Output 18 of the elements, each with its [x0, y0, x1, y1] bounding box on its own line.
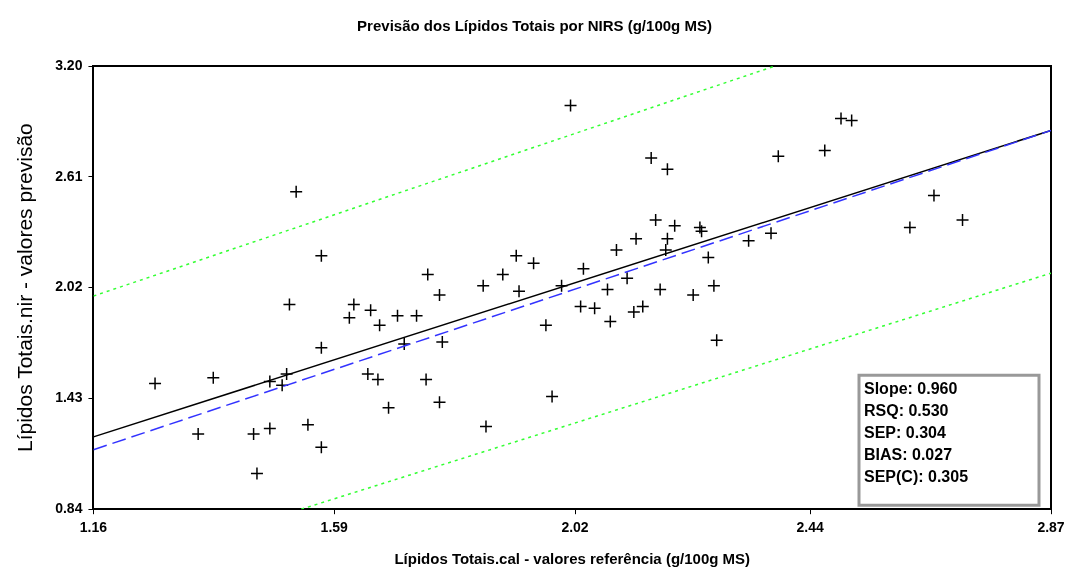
annotation: BIAS: 0.027 [864, 445, 953, 463]
x-tick-label: 2.02 [561, 519, 589, 536]
y-axis-title: Lípidos Totais.nir - valores previsão [13, 123, 37, 452]
x-axis-title: Lípidos Totais.cal - valores referência (g/100g MS) [394, 550, 751, 568]
annotation: SEP(C): 0.305 [864, 467, 969, 485]
x-tick-label: 2.87 [1037, 519, 1065, 536]
y-tick-label: 3.20 [55, 56, 83, 73]
x-tick-label: 2.44 [796, 519, 825, 536]
x-tick-label: 1.59 [320, 519, 349, 536]
y-tick-label: 2.02 [55, 278, 83, 295]
chart-title: Previsão dos Lípidos Totais por NIRS (g/100g MS) [357, 17, 712, 35]
y-tick-label: 2.61 [55, 167, 83, 184]
x-tick-label: 1.16 [79, 519, 108, 536]
y-tick-label: 1.43 [55, 389, 83, 406]
annotation: Slope: 0.960 [864, 379, 958, 397]
annotation: SEP: 0.304 [864, 423, 946, 441]
y-tick-label: 0.84 [55, 500, 83, 517]
annotation: RSQ: 0.530 [864, 401, 949, 419]
